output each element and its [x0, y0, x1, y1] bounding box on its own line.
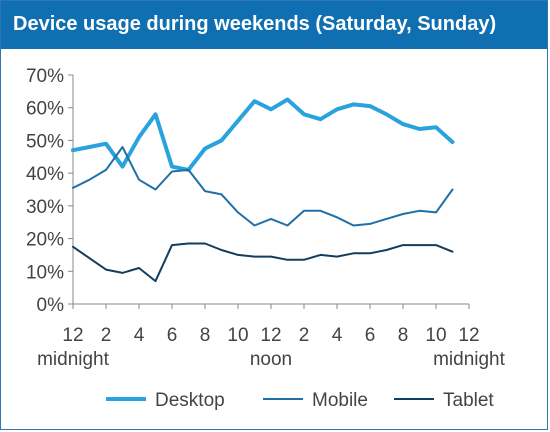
legend-label-desktop: Desktop [155, 390, 225, 411]
x-sublabel: noon [250, 349, 292, 370]
x-tick-label: 4 [332, 325, 343, 346]
y-tick-label: 10% [26, 262, 64, 283]
x-tick-label: 10 [227, 325, 248, 346]
y-tick-label: 30% [26, 197, 64, 218]
y-tick-label: 0% [37, 295, 65, 316]
x-tick-label: 10 [425, 325, 446, 346]
x-sublabel: midnight [433, 349, 506, 370]
y-tick-label: 40% [26, 164, 64, 185]
y-tick-label: 60% [26, 99, 64, 120]
x-tick-label: 6 [365, 325, 376, 346]
legend-label-mobile: Mobile [312, 390, 368, 411]
x-tick-label: 2 [101, 325, 112, 346]
y-tick-label: 70% [26, 66, 64, 87]
x-tick-label: 2 [299, 325, 310, 346]
y-tick-label: 20% [26, 230, 64, 251]
x-tick-label: 4 [134, 325, 145, 346]
x-sublabel: midnight [37, 349, 110, 370]
x-tick-label: 12 [62, 325, 83, 346]
x-tick-label: 8 [398, 325, 409, 346]
chart-title: Device usage during weekends (Saturday, … [13, 13, 497, 35]
series-line-desktop [71, 97, 455, 172]
x-tick-label: 6 [167, 325, 178, 346]
title-bar: Device usage during weekends (Saturday, … [1, 1, 547, 49]
x-tick-label: 8 [200, 325, 211, 346]
y-tick-label: 50% [26, 131, 64, 152]
x-tick-label: 12 [458, 325, 479, 346]
legend-label-tablet: Tablet [443, 390, 494, 411]
series-line-mobile [72, 146, 454, 227]
series-line-tablet [72, 242, 454, 283]
x-tick-label: 12 [260, 325, 281, 346]
